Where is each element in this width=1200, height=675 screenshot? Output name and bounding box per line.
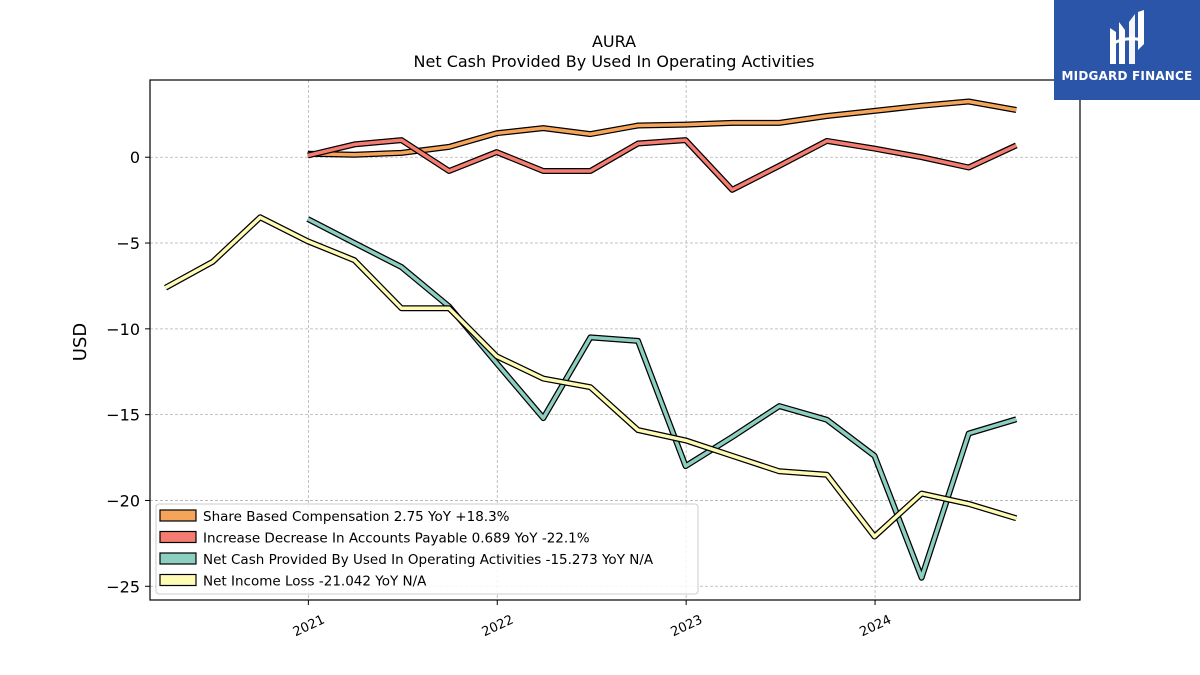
legend-swatch [159, 552, 197, 565]
chart-title: AURA [592, 32, 636, 51]
x-tick-label: 2023 [669, 613, 705, 641]
brand-name: MIDGARD FINANCE [1061, 69, 1193, 83]
legend-label: Increase Decrease In Accounts Payable 0.… [203, 531, 590, 547]
brand-logo: MIDGARD FINANCE [1054, 0, 1200, 100]
x-tick-label: 2021 [291, 613, 327, 641]
legend-label: Net Income Loss -21.042 YoY N/A [203, 574, 427, 590]
x-tick-label: 2022 [480, 613, 516, 641]
y-tick-label: −10 [106, 320, 140, 339]
brand-mark-icon [1110, 10, 1144, 64]
legend-swatch [159, 573, 197, 587]
series-lines [164, 98, 1018, 581]
legend-label: Net Cash Provided By Used In Operating A… [203, 552, 654, 568]
x-tick-label: 2024 [858, 613, 894, 641]
series-line-share-based-compensation [307, 99, 1017, 157]
plot-frame [149, 79, 1081, 601]
legend-box [155, 503, 699, 595]
series-line-net-income-loss [164, 215, 1017, 539]
chart-subtitle: Net Cash Provided By Used In Operating A… [414, 52, 815, 71]
legend-swatch [159, 509, 197, 522]
y-tick-label: 0 [130, 148, 140, 167]
y-tick-label: −5 [116, 234, 140, 253]
legend-label: Share Based Compensation 2.75 YoY +18.3% [203, 509, 510, 525]
series-line-increase-decrease-in-accounts-payable [307, 138, 1018, 192]
legend: Share Based Compensation 2.75 YoY +18.3%… [155, 503, 699, 595]
y-tick-label: −20 [106, 491, 140, 510]
y-axis-label: USD [70, 323, 91, 361]
legend-swatch [159, 530, 197, 544]
y-tick-label: −25 [106, 577, 140, 596]
y-tick-label: −15 [106, 406, 140, 425]
